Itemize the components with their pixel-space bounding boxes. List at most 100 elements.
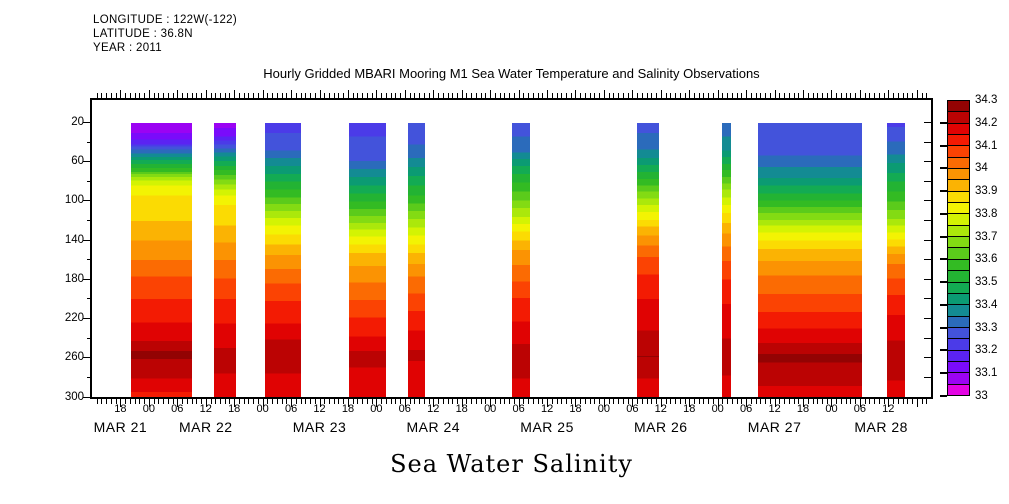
colorbar-label: 33.8 [975, 207, 998, 220]
x-minor-tick [134, 397, 136, 404]
x-minor-tick [812, 397, 814, 404]
x-minor-tick [807, 397, 809, 404]
y-minor-tick [87, 337, 92, 339]
x-minor-tick [428, 397, 430, 404]
x-minor-tick [826, 397, 828, 404]
colorbar-cell [948, 338, 969, 350]
x-minor-tick [570, 93, 572, 100]
x-minor-tick [528, 93, 530, 100]
x-minor-tick [362, 93, 364, 100]
x-minor-tick [755, 397, 757, 404]
x-minor-tick [305, 93, 307, 100]
x-minor-tick [471, 397, 473, 404]
x-minor-tick [722, 93, 724, 100]
x-minor-tick [855, 93, 857, 100]
y-right-tick [924, 141, 931, 143]
x-minor-tick [423, 397, 425, 404]
x-tick-label: 12 [882, 403, 895, 415]
x-minor-tick [798, 397, 800, 404]
x-major-tick [603, 90, 605, 100]
x-minor-tick [542, 397, 544, 404]
x-tick-label: 18 [341, 403, 355, 415]
x-minor-tick [139, 93, 141, 100]
x-tick-label: 18 [228, 403, 241, 415]
colorbar-cell [948, 270, 969, 282]
x-tick-label: 06 [739, 403, 753, 415]
x-minor-tick [840, 93, 842, 100]
x-minor-tick [352, 397, 354, 404]
x-minor-tick [115, 397, 117, 404]
y-right-tick [924, 161, 931, 163]
colorbar-tick [940, 167, 947, 170]
x-minor-tick [295, 397, 297, 404]
x-minor-tick [893, 397, 895, 404]
x-minor-tick [594, 397, 596, 404]
x-minor-tick [499, 397, 501, 404]
x-minor-tick [475, 397, 477, 404]
x-major-tick [262, 397, 264, 407]
colorbar-cell [948, 190, 969, 203]
x-minor-tick [855, 397, 857, 404]
x-minor-tick [371, 397, 373, 404]
x-minor-tick [874, 93, 876, 100]
x-minor-tick [523, 397, 525, 404]
x-minor-tick [784, 93, 786, 100]
x-minor-tick [125, 93, 127, 100]
y-tick-label: 180 [64, 272, 84, 285]
colorbar-cell [948, 258, 969, 271]
x-minor-tick [229, 93, 231, 100]
x-major-tick [746, 90, 748, 100]
x-minor-tick [485, 397, 487, 404]
x-minor-tick [708, 397, 710, 404]
y-major-tick [83, 200, 92, 202]
x-major-tick [205, 90, 207, 100]
x-minor-tick [106, 93, 108, 100]
x-major-tick [717, 90, 719, 100]
colorbar-cell [948, 145, 969, 157]
x-date-label: MAR 24 [406, 419, 461, 435]
x-minor-tick [570, 397, 572, 404]
x-tick-label: 18 [114, 403, 127, 415]
x-minor-tick [646, 397, 648, 404]
x-date-label: MAR 23 [292, 419, 347, 435]
x-minor-tick [627, 93, 629, 100]
x-tick-label: 00 [711, 403, 724, 415]
x-tick-label: 12 [313, 403, 326, 415]
x-minor-tick [821, 397, 823, 404]
x-minor-tick [423, 93, 425, 100]
x-minor-tick [504, 93, 506, 100]
colorbar-cell [948, 101, 969, 112]
x-minor-tick [675, 93, 677, 100]
x-minor-tick [613, 93, 615, 100]
x-major-tick [120, 90, 122, 100]
x-minor-tick [926, 397, 928, 404]
x-minor-tick [736, 397, 738, 404]
x-minor-tick [784, 397, 786, 404]
x-minor-tick [96, 93, 98, 100]
x-minor-tick [755, 93, 757, 100]
x-minor-tick [878, 93, 880, 100]
y-right-tick [924, 278, 931, 280]
chart-caption: Sea Water Salinity [390, 450, 633, 478]
x-minor-tick [670, 397, 672, 404]
x-major-tick [803, 90, 805, 100]
x-minor-tick [96, 397, 98, 404]
x-minor-tick [153, 397, 155, 404]
x-minor-tick [144, 93, 146, 100]
x-minor-tick [703, 93, 705, 100]
y-right-tick [924, 298, 931, 300]
x-major-tick [291, 397, 293, 407]
x-minor-tick [912, 93, 914, 100]
colorbar-cell [948, 281, 969, 293]
y-minor-tick [87, 141, 92, 143]
x-tick-label: 00 [256, 403, 269, 415]
x-tick-label: 06 [171, 403, 184, 415]
colorbar-cell [948, 236, 969, 248]
data-band [264, 122, 301, 397]
x-minor-tick [613, 397, 615, 404]
x-minor-tick [182, 93, 184, 100]
x-minor-tick [163, 93, 165, 100]
colorbar [947, 100, 970, 396]
x-minor-tick [741, 93, 743, 100]
x-minor-tick [314, 397, 316, 404]
